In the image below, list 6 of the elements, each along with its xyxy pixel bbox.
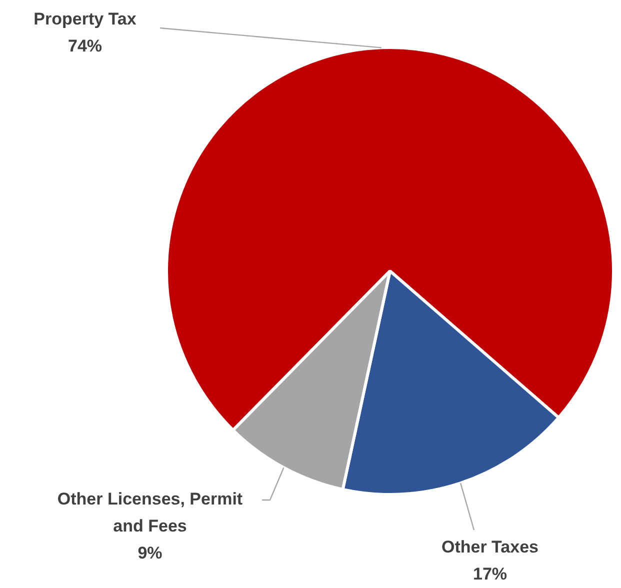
data-label: 74% <box>68 36 102 56</box>
data-label: 9% <box>138 544 162 563</box>
data-label: 17% <box>472 564 508 584</box>
slice-label: Other Licenses, Permit and Fees <box>57 490 243 536</box>
slice-label: Other Taxes <box>441 538 539 557</box>
slice-label: Property Tax <box>34 10 137 29</box>
